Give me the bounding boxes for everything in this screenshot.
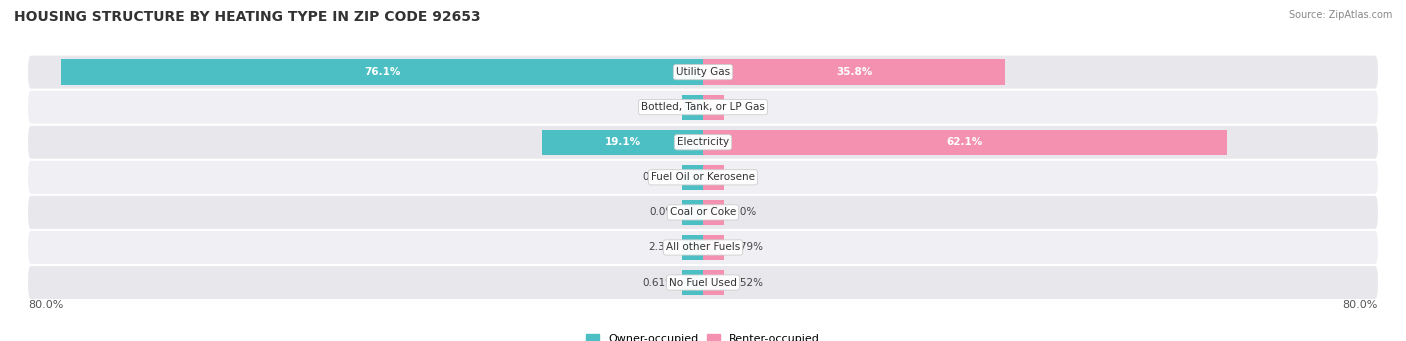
FancyBboxPatch shape bbox=[28, 196, 1378, 229]
Bar bbox=[703, 94, 724, 120]
Text: No Fuel Used: No Fuel Used bbox=[669, 278, 737, 287]
Bar bbox=[703, 59, 1005, 85]
Text: 0.0%: 0.0% bbox=[731, 207, 756, 218]
Text: 0.61%: 0.61% bbox=[643, 278, 675, 287]
Text: Bottled, Tank, or LP Gas: Bottled, Tank, or LP Gas bbox=[641, 102, 765, 112]
Bar bbox=[703, 235, 724, 260]
Text: HOUSING STRUCTURE BY HEATING TYPE IN ZIP CODE 92653: HOUSING STRUCTURE BY HEATING TYPE IN ZIP… bbox=[14, 10, 481, 24]
Text: 19.1%: 19.1% bbox=[605, 137, 641, 147]
Text: 76.1%: 76.1% bbox=[364, 67, 401, 77]
FancyBboxPatch shape bbox=[28, 266, 1378, 299]
FancyBboxPatch shape bbox=[28, 126, 1378, 159]
Text: 0.0%: 0.0% bbox=[650, 207, 675, 218]
Bar bbox=[682, 165, 703, 190]
FancyBboxPatch shape bbox=[28, 91, 1378, 124]
Bar bbox=[703, 130, 1227, 155]
Text: 2.3%: 2.3% bbox=[648, 242, 675, 252]
Text: Fuel Oil or Kerosene: Fuel Oil or Kerosene bbox=[651, 172, 755, 182]
Text: 62.1%: 62.1% bbox=[946, 137, 983, 147]
Bar bbox=[682, 94, 703, 120]
Bar bbox=[703, 270, 724, 295]
Text: Utility Gas: Utility Gas bbox=[676, 67, 730, 77]
FancyBboxPatch shape bbox=[28, 161, 1378, 194]
Bar bbox=[703, 165, 724, 190]
Text: 35.8%: 35.8% bbox=[837, 67, 872, 77]
Text: 80.0%: 80.0% bbox=[1343, 300, 1378, 310]
Text: 1.7%: 1.7% bbox=[648, 102, 675, 112]
Bar bbox=[541, 130, 703, 155]
Text: 0.73%: 0.73% bbox=[731, 102, 763, 112]
Text: Source: ZipAtlas.com: Source: ZipAtlas.com bbox=[1288, 10, 1392, 20]
Text: Coal or Coke: Coal or Coke bbox=[669, 207, 737, 218]
Bar bbox=[682, 235, 703, 260]
Bar bbox=[60, 59, 703, 85]
Bar bbox=[703, 200, 724, 225]
Bar bbox=[682, 270, 703, 295]
Text: 0.0%: 0.0% bbox=[731, 172, 756, 182]
FancyBboxPatch shape bbox=[28, 56, 1378, 89]
Text: Electricity: Electricity bbox=[676, 137, 730, 147]
Text: 0.52%: 0.52% bbox=[731, 278, 763, 287]
Text: 80.0%: 80.0% bbox=[28, 300, 63, 310]
FancyBboxPatch shape bbox=[28, 231, 1378, 264]
Text: All other Fuels: All other Fuels bbox=[666, 242, 740, 252]
Text: 0.79%: 0.79% bbox=[731, 242, 763, 252]
Text: 0.15%: 0.15% bbox=[643, 172, 675, 182]
Bar bbox=[682, 200, 703, 225]
Legend: Owner-occupied, Renter-occupied: Owner-occupied, Renter-occupied bbox=[581, 329, 825, 341]
